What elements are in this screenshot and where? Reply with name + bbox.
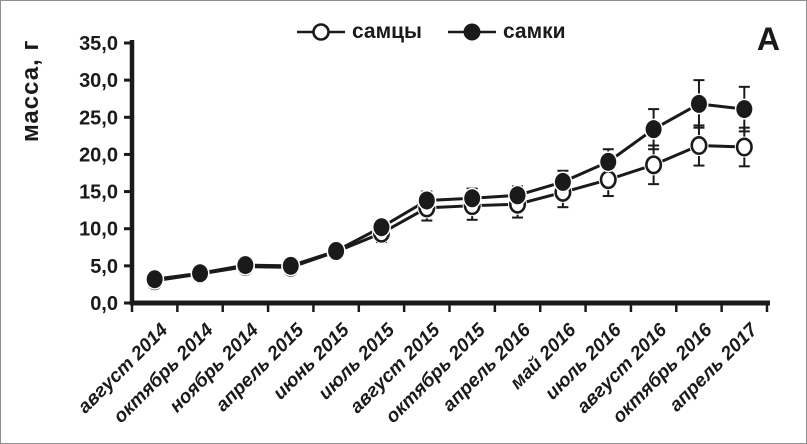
filled-circle-marker-icon <box>448 23 496 41</box>
y-tick-label: 30,0 <box>79 70 118 92</box>
marker-filled-circle <box>600 152 617 171</box>
marker-filled-circle <box>328 242 345 260</box>
marker-filled-circle <box>237 256 254 275</box>
y-tick-label: 25,0 <box>79 107 118 129</box>
y-axis: 0,0 5,0 10,0 15,0 20,0 25,0 30,0 35,0 <box>79 33 135 315</box>
legend-label-males: самцы <box>352 20 422 43</box>
marker-open-circle <box>645 155 663 175</box>
marker-filled-circle <box>192 264 209 283</box>
marker-open-circle <box>599 170 617 190</box>
x-axis <box>130 300 770 312</box>
marker-open-circle <box>690 136 708 156</box>
y-tick-label: 15,0 <box>79 182 118 204</box>
open-circle-marker-icon <box>297 23 345 41</box>
marker-filled-circle <box>282 256 299 275</box>
marker-filled-circle <box>509 186 526 205</box>
y-tick-label: 35,0 <box>79 33 118 55</box>
y-tick-label: 0,0 <box>90 293 118 315</box>
marker-filled-circle <box>464 189 481 208</box>
panel-letter-label: А <box>756 21 780 57</box>
legend-label-females: самки <box>503 20 566 43</box>
marker-filled-circle <box>690 94 707 113</box>
y-tick-label: 20,0 <box>79 144 118 166</box>
marker-filled-circle <box>736 100 753 119</box>
legend-item-males: самцы <box>295 20 422 44</box>
marker-open-circle <box>735 137 753 157</box>
error-bars-females <box>149 79 750 283</box>
series-markers-females <box>145 93 754 290</box>
legend: самцы самки <box>295 20 566 44</box>
marker-filled-circle <box>146 270 163 289</box>
marker-filled-circle <box>373 218 390 237</box>
marker-filled-circle <box>418 191 435 210</box>
marker-filled-circle <box>554 172 571 191</box>
legend-item-females: самки <box>446 20 566 44</box>
marker-filled-circle <box>645 120 662 139</box>
y-tick-label: 5,0 <box>90 256 118 278</box>
y-tick-label: 10,0 <box>79 219 118 241</box>
